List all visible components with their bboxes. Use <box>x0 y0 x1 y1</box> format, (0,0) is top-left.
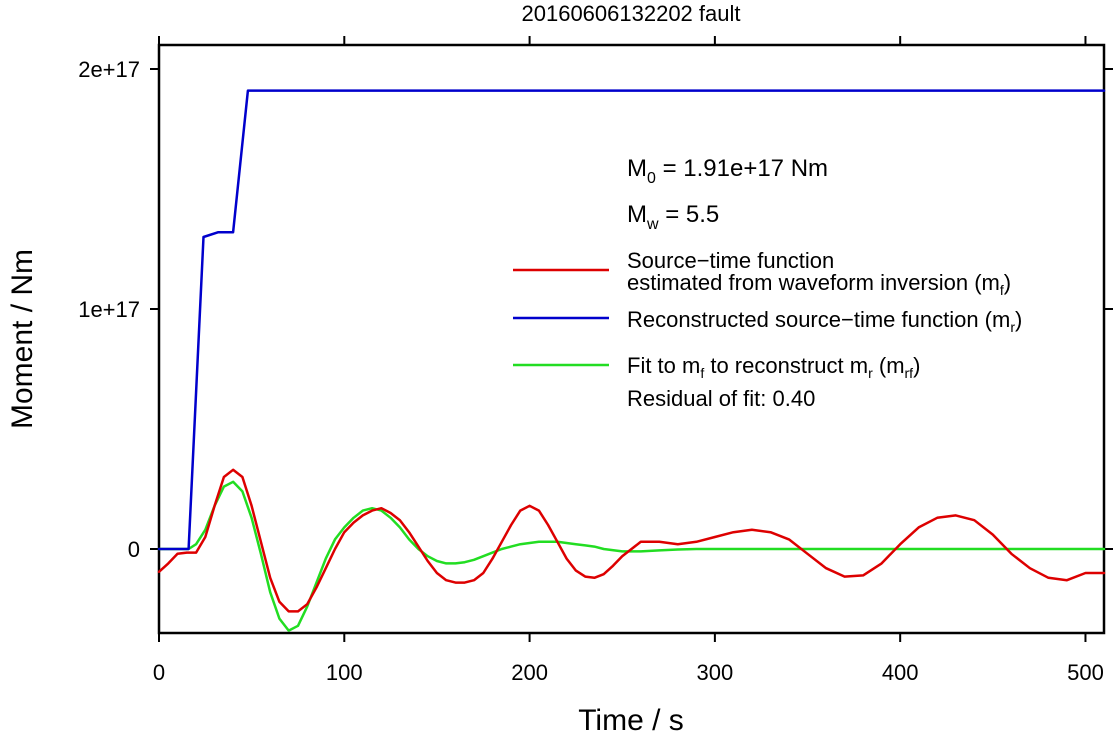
series-line-mf <box>157 468 1106 613</box>
seismic-moment-annotation: M0 = 1.91e+17 Nm <box>627 155 828 187</box>
x-tick-label: 300 <box>697 660 734 685</box>
m0-value: = 1.91e+17 Nm <box>656 155 828 182</box>
y-tick-label: 1e+17 <box>78 297 140 322</box>
moment-magnitude-annotation: Mw = 5.5 <box>627 201 719 233</box>
x-tick-label: 500 <box>1067 660 1104 685</box>
legend-mrf-sub3: rf <box>905 365 914 381</box>
m0-subscript: 0 <box>647 170 656 187</box>
series-layer <box>157 89 1106 632</box>
legend-item-mr: Reconstructed source−time function (mr) <box>513 307 1022 335</box>
legend-item-mrf: Fit to mf to reconstruct mr (mrf) <box>513 353 920 381</box>
y-tick-label: 2e+17 <box>78 57 140 82</box>
legend-mf-line1: Source−time function <box>627 248 834 273</box>
svg-text:M0 = 1.91e+17 Nm: M0 = 1.91e+17 Nm <box>627 155 828 187</box>
legend-mrf-text1: Fit to m <box>627 353 700 378</box>
legend-mrf-sub1: f <box>700 365 704 381</box>
y-tick-label: 0 <box>128 537 140 562</box>
x-axis-title: Time / s <box>578 704 684 736</box>
legend-item-mf: Source−time function estimated from wave… <box>513 248 1011 298</box>
m0-symbol: M <box>627 155 647 182</box>
legend-mr-text: Reconstructed source−time function (m <box>627 307 1010 332</box>
legend-mrf-close: ) <box>913 353 920 378</box>
x-tick-label: 400 <box>882 660 919 685</box>
series-line-mr <box>157 89 1106 551</box>
legend-mf-close: ) <box>1004 270 1011 295</box>
legend: Source−time function estimated from wave… <box>513 248 1022 411</box>
legend-mr-sub: r <box>1010 319 1015 335</box>
mw-value: = 5.5 <box>659 201 720 228</box>
legend-mf-sub: f <box>1000 282 1004 298</box>
x-tick-label: 200 <box>511 660 548 685</box>
ticks-layer: 0 100 200 300 400 500 0 1e+17 2e+17 <box>78 36 1113 685</box>
legend-mrf-text2: to reconstruct m <box>704 353 868 378</box>
legend-mrf-text3: (m <box>873 353 905 378</box>
x-tick-label: 0 <box>153 660 165 685</box>
mw-symbol: M <box>627 201 647 228</box>
legend-mrf-label: Fit to mf to reconstruct mr (mrf) <box>627 353 920 381</box>
legend-mr-label: Reconstructed source−time function (mr) <box>627 307 1022 335</box>
mw-subscript: w <box>646 216 659 233</box>
legend-mrf-sub2: r <box>868 365 873 381</box>
residual-annotation: Residual of fit: 0.40 <box>627 386 815 411</box>
series-line-mrf <box>157 480 1106 632</box>
svg-text:Mw = 5.5: Mw = 5.5 <box>627 201 719 233</box>
plot-frame <box>157 43 1106 635</box>
legend-mf-line2-text: estimated from waveform inversion (m <box>627 270 1000 295</box>
legend-mr-close: ) <box>1015 307 1022 332</box>
x-tick-label: 100 <box>326 660 363 685</box>
legend-mf-line2: estimated from waveform inversion (mf) <box>627 270 1011 298</box>
y-axis-title: Moment / Nm <box>6 249 39 429</box>
chart-title: 20160606132202 fault <box>522 1 741 26</box>
